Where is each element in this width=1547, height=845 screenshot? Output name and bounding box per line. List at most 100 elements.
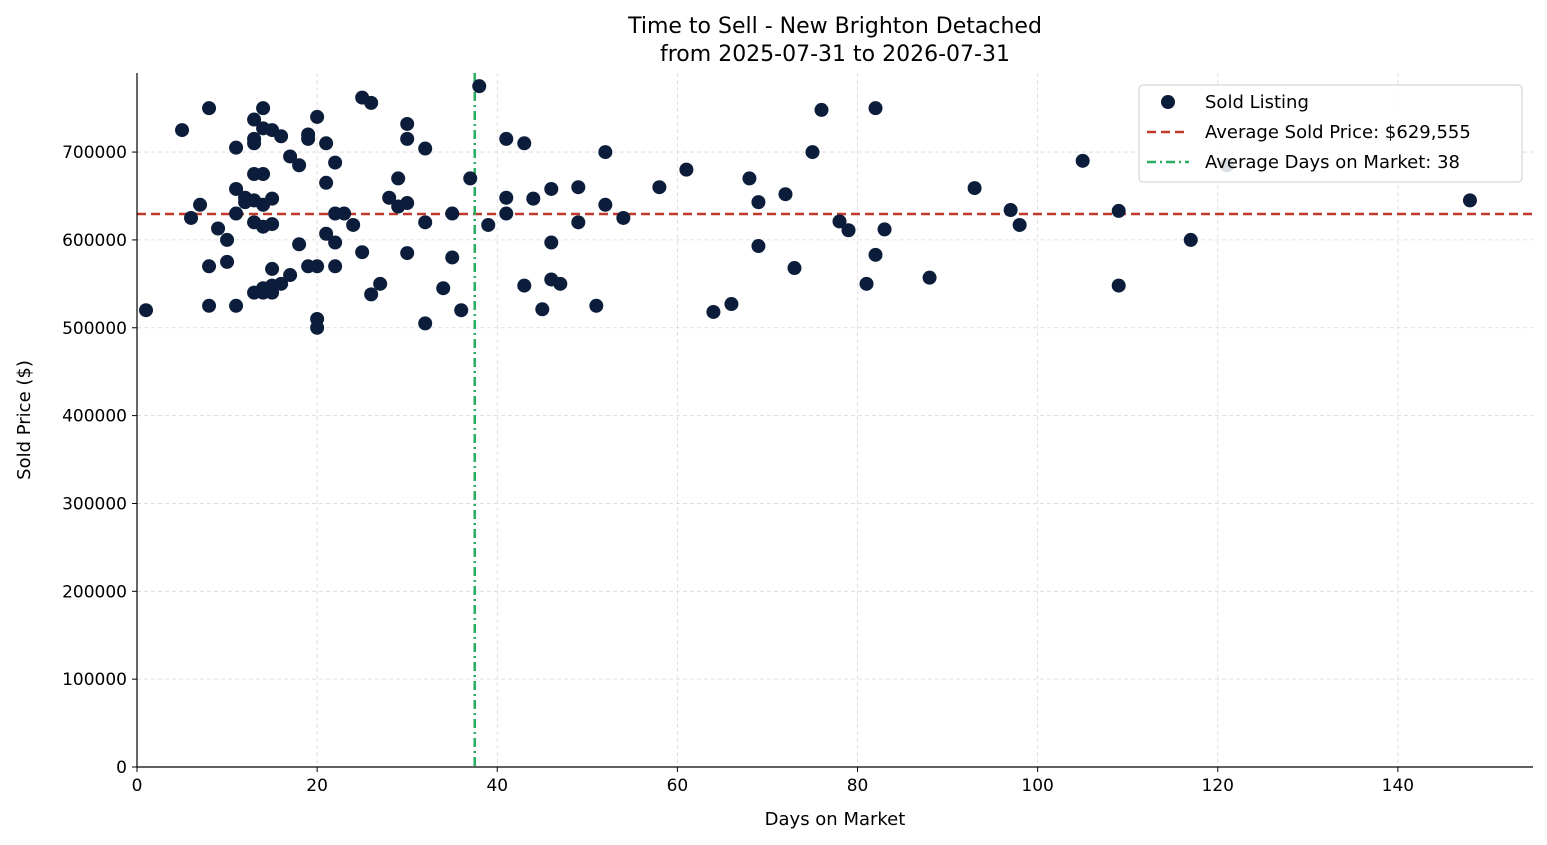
data-point	[247, 112, 262, 127]
x-tick-label: 100	[1021, 776, 1053, 796]
data-point	[283, 268, 298, 283]
legend-label-points: Sold Listing	[1205, 92, 1309, 113]
data-point	[220, 232, 235, 247]
data-point	[1075, 153, 1090, 168]
data-point	[877, 222, 892, 237]
data-point	[544, 235, 559, 250]
data-point	[1111, 278, 1126, 293]
data-point	[598, 145, 613, 160]
data-point	[706, 304, 721, 319]
data-point	[310, 259, 325, 274]
data-point	[724, 297, 739, 312]
data-point	[283, 149, 298, 164]
data-point	[319, 175, 334, 190]
data-point	[184, 210, 199, 225]
x-tick-label: 20	[306, 776, 328, 796]
reference-lines	[137, 73, 1533, 767]
data-point	[265, 191, 280, 206]
data-point	[265, 285, 280, 300]
data-point	[265, 217, 280, 232]
y-tick-label: 0	[116, 758, 127, 778]
data-point	[310, 320, 325, 335]
chart-title: Time to Sell - New Brighton Detached	[627, 14, 1042, 39]
data-point	[1183, 232, 1198, 247]
y-tick-label: 700000	[62, 143, 127, 163]
data-point	[400, 131, 415, 146]
x-tick-label: 120	[1202, 776, 1234, 796]
data-point	[1462, 193, 1477, 208]
data-point	[679, 162, 694, 177]
data-point	[256, 101, 271, 116]
x-tick-label: 60	[667, 776, 689, 796]
data-point	[418, 316, 433, 331]
data-point	[274, 129, 289, 144]
data-point	[139, 303, 154, 318]
data-point	[445, 206, 460, 221]
chart-subtitle: from 2025-07-31 to 2026-07-31	[660, 42, 1010, 67]
x-axis-label: Days on Market	[765, 809, 906, 830]
data-point	[373, 276, 388, 291]
y-tick-label: 500000	[62, 319, 127, 339]
data-point	[445, 250, 460, 265]
data-point	[535, 302, 550, 317]
x-tick-label: 0	[132, 776, 143, 796]
data-point	[805, 145, 820, 160]
data-points	[139, 79, 1477, 335]
data-point	[544, 181, 559, 196]
data-point	[319, 226, 334, 241]
data-point	[346, 217, 361, 232]
data-point	[292, 158, 307, 173]
data-point	[922, 270, 937, 285]
data-point	[229, 298, 244, 313]
data-point	[229, 181, 244, 196]
data-point	[175, 123, 190, 138]
data-point	[832, 214, 847, 229]
data-point	[463, 171, 478, 186]
data-point	[553, 276, 568, 291]
data-point	[364, 95, 379, 110]
data-point	[967, 181, 982, 196]
y-tick-label: 200000	[62, 582, 127, 602]
data-point	[256, 167, 271, 182]
legend: Sold Listing Average Sold Price: $629,55…	[1138, 84, 1523, 183]
data-point	[400, 246, 415, 261]
data-point	[1012, 217, 1027, 232]
legend-box	[1138, 84, 1523, 183]
legend-label-avg-price: Average Sold Price: $629,555	[1205, 122, 1471, 143]
tick-labels: 0 20 40 60 80 100 120 140 0 100000 200000 300000 400…	[62, 143, 1414, 796]
data-point	[571, 180, 586, 195]
data-point	[418, 141, 433, 156]
y-tick-label: 600000	[62, 231, 127, 251]
data-point	[778, 187, 793, 202]
data-point	[499, 206, 514, 221]
data-point	[220, 254, 235, 269]
data-point	[247, 136, 262, 151]
data-point	[436, 281, 451, 296]
data-point	[868, 101, 883, 116]
axes	[132, 73, 1533, 772]
data-point	[328, 259, 343, 274]
data-point	[499, 131, 514, 146]
x-tick-label: 140	[1382, 776, 1414, 796]
data-point	[400, 116, 415, 131]
data-point	[337, 206, 352, 221]
y-tick-label: 300000	[62, 494, 127, 514]
data-point	[859, 276, 874, 291]
data-point	[868, 247, 883, 262]
data-point	[526, 191, 541, 206]
data-point	[229, 140, 244, 155]
data-point	[589, 298, 604, 313]
y-axis-label: Sold Price ($)	[14, 360, 35, 480]
data-point	[454, 303, 469, 318]
data-point	[202, 298, 217, 313]
data-point	[202, 101, 217, 116]
data-point	[1003, 203, 1018, 218]
data-point	[310, 109, 325, 124]
data-point	[328, 155, 343, 170]
data-point	[742, 171, 757, 186]
data-point	[265, 261, 280, 276]
data-point	[517, 136, 532, 151]
data-point	[517, 278, 532, 293]
data-point	[355, 245, 370, 260]
